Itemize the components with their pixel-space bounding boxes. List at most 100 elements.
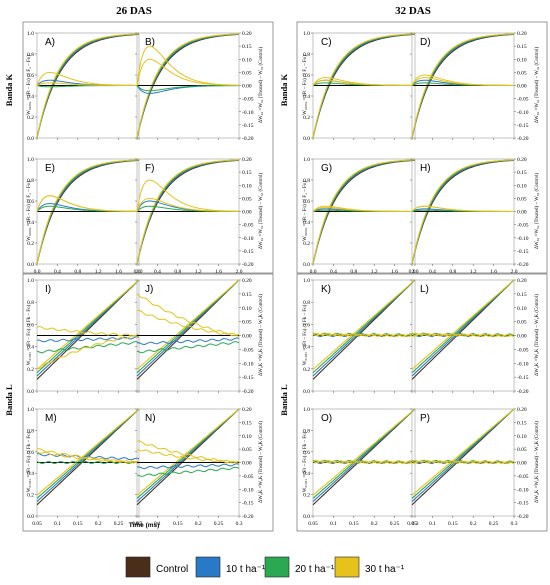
panel-D-label: D) bbox=[420, 37, 431, 48]
panel-D-y2tick-label: 0.10 bbox=[517, 57, 527, 63]
legend-label-3: 30 t ha⁻¹ bbox=[365, 564, 405, 575]
panel-P-xtick-label: 0.1 bbox=[429, 521, 436, 527]
panel-F-y2tick-label: 0.00 bbox=[242, 210, 252, 216]
panel-P-xtick-label: 0.25 bbox=[489, 521, 499, 527]
panel-B-delta-series-0 bbox=[136, 58, 239, 86]
panel-D-y2tick-label: -0.15 bbox=[517, 123, 529, 129]
panel-J-y2tick-label: -0.05 bbox=[242, 347, 254, 353]
panel-A-ytick-label: 0.0 bbox=[27, 136, 34, 142]
k-left-axis-title-3: W₀₂₀₀₂ = (Ft – Fo) / ( F₂ – Fo) bbox=[303, 181, 308, 241]
panel-C-ytick-label: 1.0 bbox=[303, 31, 310, 37]
l-left-axis-title-3: W₀₁₀₀₁ = (Ft – Fo) / ( Fk – Fo) bbox=[303, 431, 308, 492]
panel-G-ytick-label: 0.0 bbox=[303, 262, 310, 268]
panel-F-y2tick-label: -0.20 bbox=[242, 262, 254, 268]
panel-L-y2tick-label: -0.20 bbox=[517, 389, 529, 395]
panel-C-ytick-label: 0.6 bbox=[303, 73, 310, 79]
panel-E-w-series-3 bbox=[36, 159, 140, 265]
l-right-axis-title-2: ΔW₀K =W₀K (Treated) – W₀K (Control) bbox=[535, 294, 540, 376]
panel-N-xtick-label: 0.15 bbox=[173, 521, 183, 527]
panel-F-label: F) bbox=[145, 163, 154, 174]
panel-C-ytick-label: 0.8 bbox=[303, 52, 310, 58]
panel-G-xtick-label: 1.2 bbox=[371, 269, 378, 275]
panel-F-y2tick-label: -0.05 bbox=[242, 223, 254, 229]
legend-label-2: 20 t ha⁻¹ bbox=[295, 564, 335, 575]
panel-N-y2tick-label: -0.15 bbox=[242, 501, 254, 507]
panel-G-label: G) bbox=[321, 163, 332, 174]
panel-F-xtick-label: 0.4 bbox=[154, 269, 161, 275]
panel-J-delta-series-2 bbox=[136, 341, 240, 354]
panel-B-y2tick-label: -0.20 bbox=[242, 136, 254, 142]
panel-D-y2tick-label: -0.05 bbox=[517, 97, 529, 103]
panel-H-xtick-label: 0.8 bbox=[449, 269, 456, 275]
panel-M-ytick-label: 1.0 bbox=[27, 407, 34, 413]
panel-N-delta-series-1 bbox=[136, 463, 240, 470]
panel-P-y2tick-label: 0.05 bbox=[517, 447, 527, 453]
panel-J-delta-series-1 bbox=[137, 337, 240, 346]
l-right-axis-title-0: ΔW₀K =W₀K (Treated) – W₀K (Control) bbox=[259, 294, 264, 376]
panel-B-w-series-3 bbox=[136, 33, 240, 139]
panel-E-ytick-label: 1.0 bbox=[27, 157, 34, 163]
panel-P-y2tick-label: 0.10 bbox=[517, 434, 527, 440]
panel-J-y2tick-label: -0.20 bbox=[242, 389, 254, 395]
panel-I-ytick-label: 0.0 bbox=[27, 389, 34, 395]
panel-F-delta-series-0 bbox=[136, 179, 240, 212]
panel-B-y2tick-label: 0.10 bbox=[242, 57, 252, 63]
panel-F-y2tick-label: 0.20 bbox=[242, 157, 252, 163]
panel-G-ytick-label: 0.4 bbox=[303, 220, 310, 226]
panel-N-delta-series-0 bbox=[136, 440, 240, 464]
panel-L-y2tick-label: 0.10 bbox=[517, 306, 527, 312]
panel-E-ytick-label: 0.4 bbox=[27, 220, 34, 226]
panel-L-w-series-3 bbox=[411, 279, 515, 370]
panel-F-y2tick-label: 0.15 bbox=[242, 170, 252, 176]
panel-H-xtick-label: 0.0 bbox=[409, 269, 416, 275]
panel-L-y2tick-label: -0.05 bbox=[517, 347, 529, 353]
panel-P-xtick-label: 0.3 bbox=[511, 521, 518, 527]
panel-I-ytick-label: 0.4 bbox=[27, 345, 34, 351]
k-right-axis-title-2: ΔW₀₂ =W₀₂ (Treated) – W₀₂ (Control) bbox=[535, 46, 540, 123]
panel-L-label: L) bbox=[420, 284, 429, 295]
panel-M-ytick-label: 0.2 bbox=[27, 493, 34, 499]
panel-L-y2tick-label: 0.05 bbox=[517, 320, 527, 326]
panel-G-xtick-label: 0.4 bbox=[330, 269, 337, 275]
panel-O-xtick-label: 0.25 bbox=[390, 521, 400, 527]
panel-H-xtick-label: 0.4 bbox=[429, 269, 436, 275]
l-xlabel-left: Time (ms) bbox=[129, 522, 160, 529]
panel-O-ytick-label: 0.4 bbox=[303, 471, 310, 477]
panel-I-ytick-label: 1.0 bbox=[27, 278, 34, 284]
panel-A-w-series-3 bbox=[36, 33, 140, 139]
panel-B-y2tick-label: 0.20 bbox=[242, 31, 252, 37]
panel-H-xtick-label: 2.0 bbox=[511, 269, 518, 275]
panel-F-y2tick-label: 0.05 bbox=[242, 196, 252, 202]
panel-N-y2tick-label: 0.15 bbox=[242, 420, 252, 426]
panel-E-xtick-label: 0.4 bbox=[54, 269, 61, 275]
panel-K-w-series-3 bbox=[312, 279, 416, 370]
panel-D-y2tick-label: 0.05 bbox=[517, 70, 527, 76]
l-left-axis-title-2: W₀₁₀₀₁ = (Ft – Fo) / ( Fk – Fo) bbox=[303, 304, 308, 365]
panel-M-xtick-label: 0.25 bbox=[114, 521, 124, 527]
panel-G-xtick-label: 0.8 bbox=[350, 269, 357, 275]
panel-A-ytick-label: 1.0 bbox=[27, 31, 34, 37]
panel-I-delta-series-3 bbox=[36, 334, 140, 370]
panel-P-delta-series-3 bbox=[411, 460, 515, 465]
panel-K-delta-series-3 bbox=[312, 333, 416, 338]
k-left-axis-title-0: W₀₂₀₀₂ = (Ft – Fo) / ( F₂ – Fo) bbox=[27, 55, 32, 115]
panel-O-ytick-label: 0.2 bbox=[303, 493, 310, 499]
panel-J-label: J) bbox=[145, 284, 153, 295]
panel-E-label: E) bbox=[45, 163, 55, 174]
panel-M-xtick-label: 0.1 bbox=[54, 521, 61, 527]
panel-M-ytick-label: 0.8 bbox=[27, 428, 34, 434]
panel-D-y2tick-label: 0.15 bbox=[517, 44, 527, 50]
panel-E-xtick-label: 1.6 bbox=[115, 269, 122, 275]
panel-H-y2tick-label: 0.10 bbox=[517, 183, 527, 189]
panel-M-ytick-label: 0.6 bbox=[27, 450, 34, 456]
panel-F-y2tick-label: -0.15 bbox=[242, 249, 254, 255]
panel-C-w-series-3 bbox=[312, 33, 416, 139]
panel-K-delta-series-0 bbox=[312, 332, 416, 337]
l-right-axis-title-1: ΔW₀K =W₀K (Treated) – W₀K (Control) bbox=[259, 421, 264, 503]
panel-M-ytick-label: 0.0 bbox=[27, 514, 34, 520]
panel-P-delta-series-0 bbox=[411, 459, 515, 464]
panel-P-label: P) bbox=[420, 413, 430, 424]
panel-D-y2tick-label: -0.10 bbox=[517, 110, 529, 116]
